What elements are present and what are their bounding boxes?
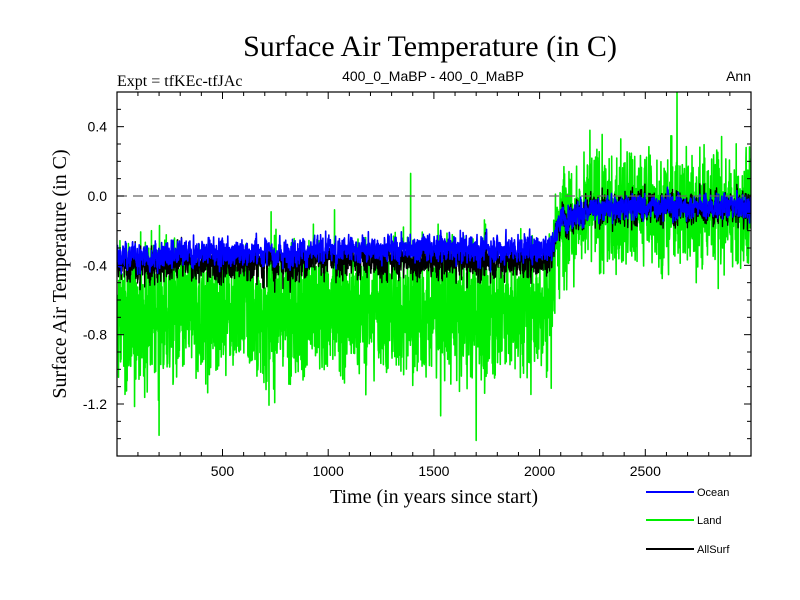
y-axis-label: Surface Air Temperature (in C): [49, 149, 71, 398]
plot-area: [116, 91, 752, 457]
y-tick-label: -1.2: [83, 396, 107, 412]
x-axis-label: Time (in years since start): [330, 486, 538, 508]
series-line-land: [117, 92, 751, 442]
x-tick-label: 1000: [313, 463, 344, 479]
chart-title: Surface Air Temperature (in C): [243, 30, 617, 63]
y-tick-label: -0.4: [83, 257, 107, 273]
x-tick-label: 2500: [630, 463, 661, 479]
legend-label-land: Land: [697, 515, 721, 527]
series-line-ocean: [117, 186, 751, 275]
y-axis: -1.2 -0.8 -0.4 0.0 0.4: [83, 91, 751, 440]
chart-subtitle-center: 400_0_MaBP - 400_0_MaBP: [342, 68, 524, 84]
legend-label-allsurf: AllSurf: [697, 544, 730, 556]
legend-label-ocean: Ocean: [697, 487, 729, 499]
x-axis: 500 1000 1500 2000 2500: [137, 92, 731, 479]
y-tick-label: 0.4: [88, 119, 108, 135]
chart-subtitle-right: Ann: [726, 68, 751, 84]
x-tick-label: 1500: [418, 463, 449, 479]
legend: Ocean Land AllSurf: [646, 487, 730, 556]
x-tick-label: 2000: [524, 463, 555, 479]
y-tick-label: 0.0: [88, 188, 108, 204]
y-tick-label: -0.8: [83, 327, 107, 343]
x-tick-label: 500: [211, 463, 235, 479]
chart-subtitle-left: Expt = tfKEc-tfJAc: [117, 73, 242, 90]
